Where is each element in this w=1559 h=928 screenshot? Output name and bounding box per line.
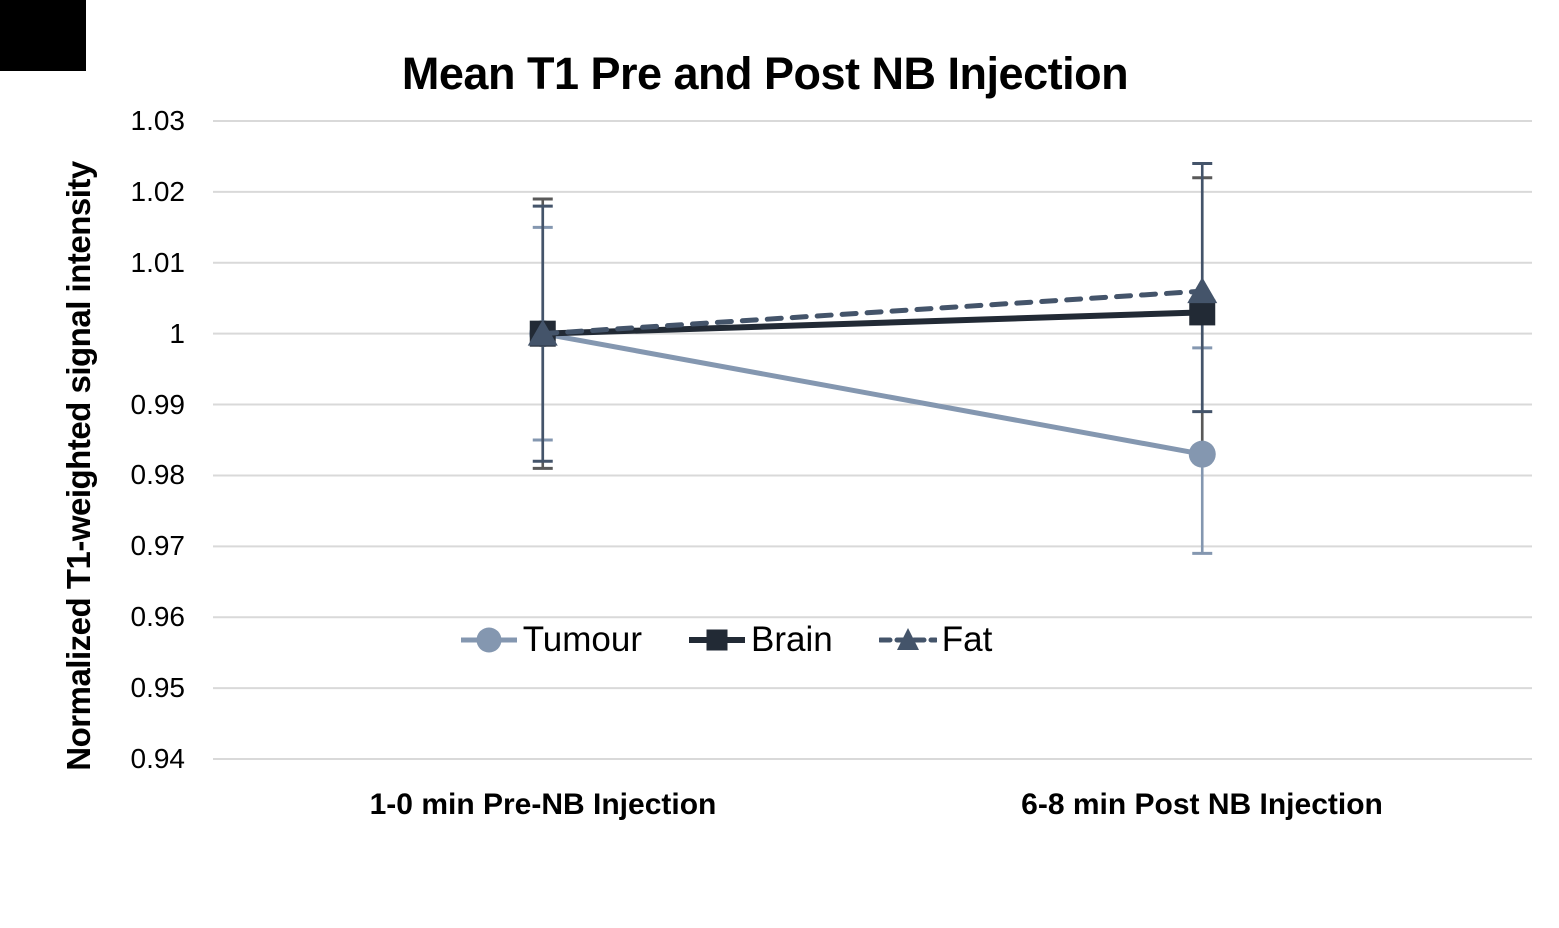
tumour-circle-marker-icon bbox=[460, 623, 518, 657]
chart-title: Mean T1 Pre and Post NB Injection bbox=[401, 48, 1129, 99]
legend-item-tumour: Tumour bbox=[460, 618, 642, 662]
y-tick-label: 1.01 bbox=[130, 246, 186, 278]
chart-legend: Tumour Brain Fat bbox=[0, 618, 1452, 662]
y-tick-label: 1.03 bbox=[130, 105, 186, 136]
y-tick-label: 0.99 bbox=[130, 388, 186, 420]
legend-label-tumour: Tumour bbox=[522, 620, 642, 659]
y-tick-label: 0.95 bbox=[130, 672, 186, 704]
series-brain bbox=[529, 299, 1216, 347]
x-axis-label-pre-injection: 1-0 min Pre-NB Injection bbox=[369, 788, 717, 821]
y-tick-label: 1 bbox=[169, 317, 185, 349]
black-corner-rectangle bbox=[0, 0, 86, 71]
legend-label-fat: Fat bbox=[941, 620, 993, 659]
y-tick-label: 1.02 bbox=[130, 175, 186, 207]
series-fat bbox=[527, 277, 1218, 346]
series-tumour bbox=[529, 320, 1216, 468]
error-bars-tumour bbox=[532, 225, 1213, 555]
y-tick-label: 0.98 bbox=[130, 459, 186, 491]
y-tick-label: 0.96 bbox=[130, 601, 186, 633]
y-tick-label: 0.97 bbox=[130, 530, 186, 562]
legend-item-brain: Brain bbox=[688, 618, 833, 662]
brain-square-marker-icon bbox=[688, 623, 746, 657]
y-tick-label: 0.94 bbox=[130, 743, 186, 774]
fat-triangle-marker-icon bbox=[878, 623, 937, 657]
legend-label-brain: Brain bbox=[751, 620, 833, 659]
gridlines-group bbox=[213, 120, 1532, 760]
legend-item-fat: Fat bbox=[878, 618, 993, 662]
x-axis-label-post-injection: 6-8 min Post NB Injection bbox=[1021, 788, 1383, 821]
